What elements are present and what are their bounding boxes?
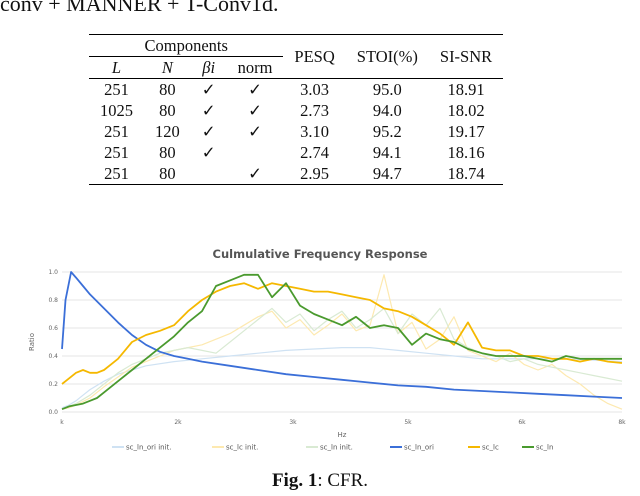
legend-label: sc_ln init. [320,444,353,452]
cell-beta: ✓ [201,101,216,120]
table-row: 251 80 ✓ 2.74 94.1 18.16 [89,142,503,163]
legend-label: sc_ln_ori [404,444,434,452]
sisnr-header: SI-SNR [428,34,504,79]
cell-beta: ✓ [201,143,216,162]
cell-stoi: 94.0 [372,101,402,120]
table-row: 251 120 ✓ ✓ 3.10 95.2 19.17 [89,121,503,142]
cell-stoi: 94.7 [345,163,429,185]
y-tick-label: 0.0 [48,409,58,416]
cell-sisnr: 18.91 [428,78,504,100]
x-tick-label: k [60,419,64,426]
norm-header: norm [237,58,273,77]
cell-stoi: 94.1 [372,143,402,162]
cell-norm: ✓ [248,122,262,141]
cell-stoi: 95.0 [345,78,429,100]
series-line-sc-ln-ori [61,271,623,399]
cell-pesq: 2.95 [283,163,346,185]
cell-norm: ✓ [226,163,284,185]
cell-l: 251 [104,143,129,162]
series-line-sc-lc [61,282,623,385]
l-header: L [111,58,122,77]
cell-sisnr: 18.02 [447,101,485,120]
cell-n: 80 [159,143,176,162]
y-tick-label: 0.8 [48,297,58,304]
legend-label: sc_ln_ori init. [126,444,172,452]
components-header: Components [89,34,284,57]
y-tick-label: 0.6 [48,325,58,332]
stoi-header: STOI(%) [345,34,429,79]
cell-pesq: 2.74 [300,143,330,162]
figure-caption-text: : CFR. [317,470,369,491]
cell-norm: ✓ [248,101,262,120]
y-tick-label: 1.0 [48,269,58,276]
table-row: 251 80 ✓ ✓ 3.03 95.0 18.91 [89,78,504,100]
x-tick-label: 5k [404,419,412,426]
chart-title: Culmulative Frequency Response [212,247,428,261]
cell-norm: ✓ [226,78,284,100]
pesq-header: PESQ [283,34,346,79]
cell-l: 1025 [100,101,133,120]
cell-pesq: 3.10 [300,122,330,141]
cell-l: 251 [89,163,144,185]
n-header: N [161,58,173,77]
cell-sisnr: 19.17 [447,122,485,141]
series-line-sc-ln-ori-init- [61,346,623,409]
cell-l: 251 [104,122,129,141]
figure-caption: Fig. 1: CFR. [0,470,640,492]
cell-norm [227,142,284,163]
results-table: Components PESQ STOI(%) SI-SNR L N βi no… [89,34,504,185]
x-tick-label: 8k [618,419,626,426]
x-tick-label: 2k [174,419,182,426]
x-tick-label: 3k [289,419,297,426]
table-body: 251 80 ✓ ✓ 3.03 95.0 18.91 1025 80 ✓ ✓ 2.73 94.0 18.0… [89,78,504,185]
cell-beta: ✓ [201,122,216,141]
cell-n: 80 [159,101,176,120]
cell-sisnr: 18.74 [428,163,504,185]
cfr-line-chart: 0.0 0.2 0.4 0.6 0.8 1.0 k 2k 3k 5k 6k 8k Hz Ratio sc_l… [28,269,626,452]
cell-beta: ✓ [190,78,227,100]
cell-n: 80 [144,78,191,100]
y-axis-label: Ratio [28,333,36,351]
cell-n: 120 [155,122,180,141]
y-tick-label: 0.2 [48,381,58,388]
cell-pesq: 3.03 [283,78,346,100]
cell-pesq: 2.73 [300,101,330,120]
table-row: 1025 80 ✓ ✓ 2.73 94.0 18.02 [89,100,503,121]
legend-label: sc_lc [482,444,499,452]
cell-l: 251 [89,78,144,100]
table-row: 251 80 ✓ 2.95 94.7 18.74 [89,163,504,185]
series-line-sc-ln [61,273,622,411]
cell-stoi: 95.2 [372,122,402,141]
section-header-text: conv + MANNER + T-Conv1d. [0,0,279,16]
y-tick-label: 0.4 [48,353,58,360]
legend-label: sc_ln [536,444,553,452]
series-line-sc-lc-init- [61,274,623,410]
x-tick-label: 6k [518,419,526,426]
legend-label: sc_lc init. [226,444,258,452]
cell-beta [190,163,227,185]
cell-n: 80 [144,163,191,185]
cell-sisnr: 18.16 [447,143,485,162]
beta-header: βi [202,58,216,77]
x-axis-label: Hz [338,431,347,439]
table-subheader-row: L N βi norm [89,57,503,79]
figure-label: Fig. 1 [271,470,318,491]
table-header-row: Components PESQ STOI(%) SI-SNR [89,34,504,79]
